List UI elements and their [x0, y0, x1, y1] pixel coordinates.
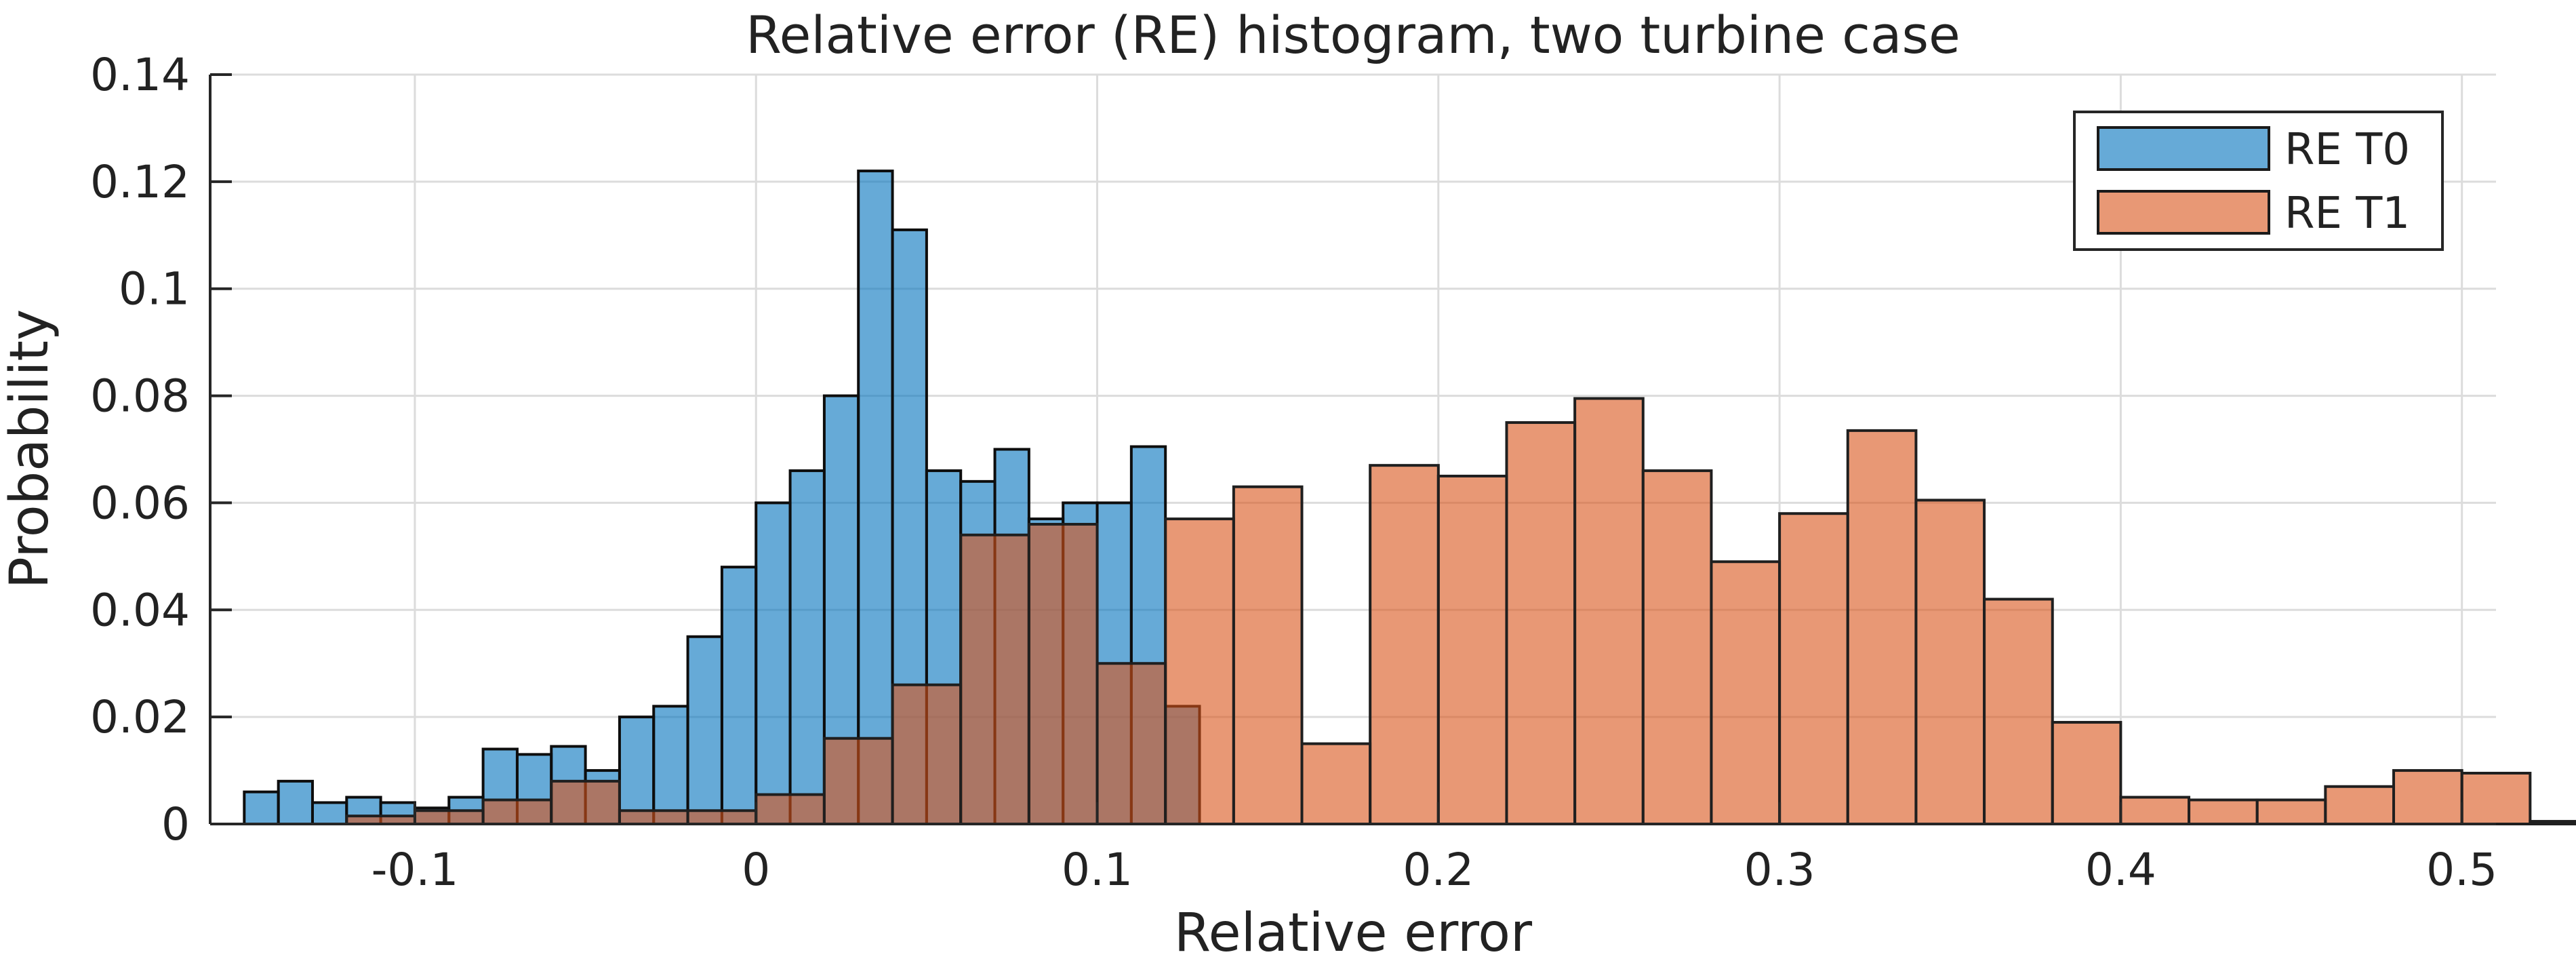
bar-re-t0 — [754, 501, 792, 826]
x-tick-label: 0.1 — [1062, 844, 1133, 896]
bar-re-t1 — [1436, 474, 1508, 825]
bar-re-t1 — [1641, 469, 1713, 825]
y-tick-label: 0.06 — [90, 477, 190, 529]
bar-re-t1 — [1164, 517, 1235, 825]
bar-re-t1 — [2392, 769, 2463, 825]
bar-re-t0 — [686, 635, 723, 825]
x-tick-label: 0.3 — [1744, 844, 1815, 896]
bar-re-t0 — [277, 779, 314, 826]
bar-re-t1 — [1300, 742, 1372, 826]
bar-re-t1 — [2529, 820, 2576, 826]
y-tick-label: 0.14 — [90, 49, 190, 101]
x-tick-label: 0 — [742, 844, 770, 896]
bar-re-t1 — [1710, 560, 1782, 825]
y-axis-label: Probability — [0, 309, 60, 589]
bar-re-t1 — [481, 798, 553, 826]
x-tick-label: 0.2 — [1403, 844, 1474, 896]
x-axis-label: Relative error — [1174, 903, 1533, 961]
bar-re-t1 — [1983, 597, 2054, 825]
y-tick-label: 0.12 — [90, 156, 190, 208]
chart-title: Relative error (RE) histogram, two turbi… — [746, 5, 1960, 65]
bar-re-t1 — [1095, 662, 1167, 826]
legend-label-re-t1: RE T1 — [2285, 189, 2410, 239]
y-tick-label: 0.02 — [90, 691, 190, 743]
x-tick-labels: -0.1 0 0.1 0.2 0.3 0.4 0.5 — [371, 844, 2498, 896]
bar-re-t1 — [1778, 512, 1849, 825]
y-tick-label: 0 — [161, 798, 190, 850]
x-tick-label: 0.5 — [2426, 844, 2497, 896]
y-tick-label: 0.04 — [90, 584, 190, 636]
bar-re-t0 — [652, 705, 689, 826]
bar-re-t0 — [857, 170, 894, 826]
x-tick-label: -0.1 — [371, 844, 459, 896]
axes — [209, 73, 2496, 825]
legend-label-re-t0: RE T0 — [2285, 125, 2410, 175]
bar-re-t1 — [1914, 498, 1986, 825]
bar-re-t1 — [891, 683, 963, 825]
bar-re-t0 — [310, 801, 348, 826]
bar-re-t1 — [2255, 798, 2327, 826]
bar-re-t1 — [2119, 796, 2191, 826]
bar-re-t1 — [1846, 429, 1918, 825]
bar-re-t1 — [618, 809, 689, 825]
bar-re-t1 — [1505, 421, 1577, 825]
bar-re-t1 — [2460, 772, 2532, 825]
bar-re-t1 — [754, 793, 826, 825]
bar-re-t1 — [550, 779, 621, 826]
bar-re-t1 — [959, 533, 1030, 825]
bar-re-t1 — [1573, 397, 1645, 825]
bar-re-t1 — [822, 737, 894, 825]
y-tick-labels: 0 0.02 0.04 0.06 0.08 0.1 0.12 0.14 — [90, 49, 190, 850]
bar-re-t1 — [2324, 785, 2396, 825]
bar-re-t1 — [686, 809, 758, 825]
y-tick-label: 0.1 — [119, 263, 190, 315]
bar-re-t0 — [618, 715, 656, 825]
bar-re-t1 — [1369, 464, 1440, 825]
series-re-t1 — [345, 397, 2576, 826]
y-tick-label: 0.08 — [90, 370, 190, 423]
bar-re-t1 — [2051, 721, 2122, 826]
bar-re-t1 — [1027, 523, 1099, 825]
legend-swatch-re-t1 — [2097, 190, 2270, 235]
bar-re-t0 — [720, 566, 758, 826]
x-tick-label: 0.4 — [2085, 844, 2156, 896]
bar-re-t0 — [788, 469, 826, 825]
bar-re-t1 — [2188, 798, 2259, 826]
bar-re-t1 — [1232, 485, 1304, 825]
legend-swatch-re-t0 — [2097, 126, 2270, 171]
bar-re-t0 — [243, 790, 280, 825]
legend: RE T0 RE T1 — [2073, 111, 2444, 251]
bar-re-t1 — [413, 809, 485, 825]
